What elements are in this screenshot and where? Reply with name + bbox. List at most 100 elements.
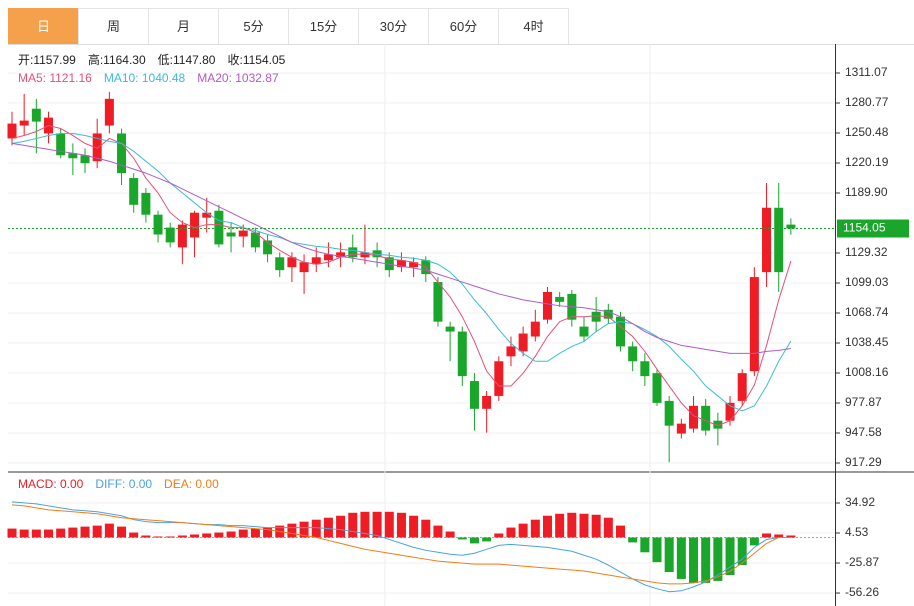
macd-bar <box>226 531 236 538</box>
last-price-label: 1154.05 <box>843 221 886 235</box>
period-tab[interactable]: 4时 <box>498 8 569 44</box>
macd-bar <box>190 534 200 538</box>
macd-bar <box>299 521 309 538</box>
y-tick-label: -56.26 <box>845 585 879 599</box>
macd-bar <box>104 523 114 538</box>
macd-bar <box>153 536 163 538</box>
macd-bar <box>640 537 650 553</box>
legend-entry: MACD: 0.00 <box>18 477 84 491</box>
candle-body <box>542 291 552 320</box>
macd-bar <box>457 537 467 540</box>
macd-bar <box>68 527 78 538</box>
legend-entry: MA5: 1121.16 <box>18 71 92 85</box>
macd-bar <box>409 515 419 538</box>
period-tab[interactable]: 15分 <box>288 8 359 44</box>
macd-bar <box>506 527 516 538</box>
y-tick-label: -25.87 <box>845 555 879 569</box>
candle-body <box>190 212 200 238</box>
y-tick-label: 1068.74 <box>845 305 889 319</box>
candle-body <box>555 296 565 302</box>
macd-bar <box>664 537 674 573</box>
macd-bar <box>774 534 784 538</box>
macd-bar <box>177 535 187 538</box>
macd-bar <box>348 512 358 538</box>
candle-body <box>725 402 735 421</box>
indicator-line <box>11 132 792 412</box>
macd-bar <box>287 523 297 538</box>
macd-bar <box>214 532 224 538</box>
macd-bar <box>372 511 382 538</box>
macd-bar <box>165 536 175 538</box>
macd-bar <box>263 527 273 538</box>
period-tab[interactable]: 周 <box>78 8 149 44</box>
candle-body <box>336 252 346 258</box>
macd-bar <box>421 519 431 538</box>
y-tick-label: 917.29 <box>845 455 882 469</box>
macd-bar <box>518 523 528 538</box>
macd-bar <box>336 515 346 538</box>
y-tick-label: 1280.77 <box>845 95 889 109</box>
candle-body <box>238 230 248 237</box>
macd-bar <box>469 537 479 544</box>
candle-body <box>762 207 772 273</box>
legend-entry: DIFF: 0.00 <box>95 477 152 491</box>
candle-body <box>737 373 747 401</box>
macd-bar <box>129 532 139 538</box>
macd-bar <box>80 526 90 538</box>
macd-bar <box>445 531 455 538</box>
y-tick-label: 1008.16 <box>845 365 889 379</box>
y-tick-label: 1220.19 <box>845 155 889 169</box>
macd-bar <box>44 529 54 538</box>
candle-body <box>104 98 114 126</box>
macd-bar <box>7 528 17 538</box>
y-tick-label: 947.58 <box>845 425 882 439</box>
candle-body <box>701 405 711 431</box>
y-tick-label: 1099.03 <box>845 275 889 289</box>
candle-body <box>214 210 224 245</box>
macd-bar <box>603 517 613 538</box>
macd-bar <box>19 529 29 538</box>
macd-bar <box>652 537 662 563</box>
candle-body <box>31 108 41 122</box>
period-tab[interactable]: 日 <box>8 8 79 44</box>
macd-bar <box>384 511 394 538</box>
candle-body <box>68 153 78 159</box>
macd-bar <box>141 535 151 538</box>
period-tab[interactable]: 月 <box>148 8 219 44</box>
macd-bar <box>542 515 552 538</box>
candle-body <box>433 282 443 322</box>
candle-body <box>129 178 139 205</box>
period-tab[interactable]: 30分 <box>358 8 429 44</box>
indicator-line <box>11 142 791 354</box>
y-tick-label: 1129.32 <box>845 245 888 259</box>
ohlc-label: 高:1164.30 <box>88 52 146 67</box>
macd-bar <box>701 537 711 583</box>
macd-bar <box>433 525 443 538</box>
candle-body <box>652 373 662 403</box>
ohlc-label: 低:1147.80 <box>158 53 216 67</box>
period-tab[interactable]: 5分 <box>218 8 289 44</box>
macd-bar <box>762 533 772 538</box>
candle-body <box>591 311 601 322</box>
candle-body <box>640 361 650 377</box>
candle-body <box>7 123 17 139</box>
candle-body <box>250 232 260 248</box>
candle-body <box>348 247 358 258</box>
macd-bar <box>725 537 735 575</box>
indicator-line <box>11 125 792 427</box>
macd-bar <box>628 537 638 543</box>
candle-body <box>226 232 236 237</box>
candle-body <box>603 309 613 319</box>
macd-bar <box>360 511 370 538</box>
macd-bar <box>676 537 686 579</box>
candle-body <box>177 224 187 248</box>
candle-body <box>494 361 504 396</box>
candle-body <box>80 155 90 164</box>
y-tick-label: 1311.07 <box>845 65 888 79</box>
macd-bar <box>737 537 747 566</box>
legend-entry: MA10: 1040.48 <box>104 71 186 85</box>
candle-body <box>469 381 479 409</box>
candle-body <box>396 260 406 268</box>
macd-bar <box>56 528 66 538</box>
y-tick-label: 1250.48 <box>845 125 889 139</box>
